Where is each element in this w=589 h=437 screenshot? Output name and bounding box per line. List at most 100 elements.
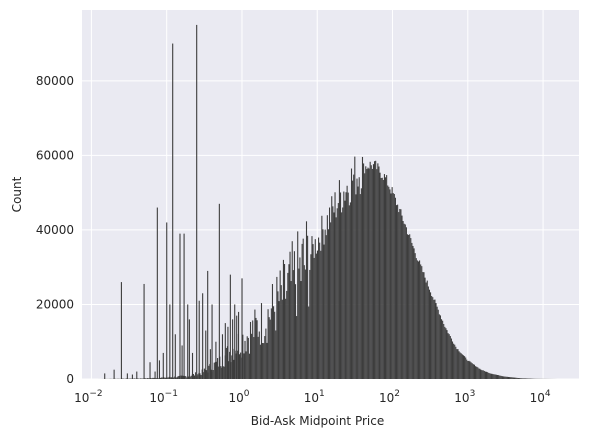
histogram-bar xyxy=(503,376,505,379)
histogram-bar xyxy=(388,186,390,379)
histogram-bar xyxy=(432,297,434,379)
x-tick-label: 10−2 xyxy=(74,389,103,405)
histogram-bar xyxy=(251,333,253,379)
histogram-bar xyxy=(144,378,146,379)
histogram-bar xyxy=(157,378,159,379)
histogram-bar xyxy=(353,174,355,379)
histogram-bar xyxy=(330,222,332,379)
histogram-bar xyxy=(411,242,413,379)
histogram-bar xyxy=(376,169,378,379)
histogram-bar xyxy=(458,351,460,379)
histogram-bar xyxy=(381,177,383,379)
histogram-bar xyxy=(457,349,459,379)
x-tick-exponent: 2 xyxy=(394,389,400,399)
histogram-bar xyxy=(190,375,192,379)
histogram-bar xyxy=(450,338,452,379)
histogram-bar xyxy=(366,169,368,379)
histogram-bar xyxy=(397,204,399,379)
histogram-bar xyxy=(332,206,334,379)
histogram-bar xyxy=(307,235,309,379)
histogram-bar xyxy=(415,258,417,379)
histogram-bar xyxy=(455,346,457,379)
histogram-bar xyxy=(252,320,254,379)
histogram-bar xyxy=(335,217,337,379)
histogram-bar xyxy=(426,280,428,379)
histogram-spike xyxy=(205,330,207,379)
histogram-bar xyxy=(326,215,328,379)
y-axis-label: Count xyxy=(10,176,24,212)
histogram-bar xyxy=(470,362,472,379)
histogram-bar xyxy=(505,376,507,379)
histogram-bar xyxy=(478,368,480,379)
histogram-bar xyxy=(518,378,521,379)
histogram-bar xyxy=(258,331,260,379)
histogram-bar xyxy=(302,238,304,379)
histogram-bar xyxy=(368,168,370,379)
histogram-spike xyxy=(149,362,151,379)
histogram-bar xyxy=(208,365,210,379)
histogram-bar xyxy=(147,378,149,379)
histogram-spike xyxy=(209,349,211,379)
histogram-bar xyxy=(356,178,358,379)
histogram-bar xyxy=(298,268,300,379)
histogram-bar xyxy=(473,364,476,379)
histogram-bar xyxy=(315,253,317,379)
histogram-bar xyxy=(222,366,224,379)
histogram-bar xyxy=(279,270,281,379)
histogram-bar xyxy=(283,264,286,379)
histogram-bar xyxy=(359,194,361,379)
histogram-bar xyxy=(186,377,188,379)
histogram-bar xyxy=(482,370,484,379)
histogram-bar xyxy=(438,314,440,379)
histogram-bar xyxy=(177,376,179,379)
histogram-bar xyxy=(363,163,365,379)
histogram-bar xyxy=(495,374,497,379)
histogram-spike xyxy=(191,352,194,379)
histogram-bar xyxy=(316,250,319,379)
histogram-spike xyxy=(202,293,204,379)
histogram-spike xyxy=(136,371,138,379)
histogram-bar xyxy=(448,334,450,379)
histogram-bar xyxy=(430,292,432,379)
histogram-bar xyxy=(318,237,320,379)
histogram-bar xyxy=(288,264,290,379)
histogram-bar xyxy=(325,235,327,379)
histogram-bar xyxy=(213,362,215,379)
histogram-bar xyxy=(387,185,389,379)
histogram-bar xyxy=(282,259,284,379)
x-tick-exponent: 4 xyxy=(545,389,551,399)
histogram-bar xyxy=(420,264,422,379)
x-tick-label: 103 xyxy=(454,389,475,405)
histogram-bar xyxy=(428,289,431,379)
histogram-bar xyxy=(377,163,379,379)
histogram-bar xyxy=(394,197,396,379)
histogram-spike xyxy=(188,319,190,379)
y-tick-label: 60000 xyxy=(36,148,74,162)
histogram-bar xyxy=(240,352,242,379)
x-tick-label: 102 xyxy=(379,389,400,405)
histogram-bar xyxy=(483,370,485,379)
x-tick-exponent: 1 xyxy=(319,389,325,399)
histogram-bar xyxy=(290,281,292,379)
histogram-spike xyxy=(215,341,217,379)
histogram-bar xyxy=(406,234,409,379)
histogram-bar xyxy=(338,180,340,379)
histogram-bar xyxy=(336,208,338,379)
histogram-bar xyxy=(341,212,343,379)
x-tick-base: 10 xyxy=(304,391,319,405)
histogram-bar xyxy=(292,270,294,379)
histogram-bar xyxy=(202,372,204,379)
histogram-bar xyxy=(308,306,310,379)
histogram-bar xyxy=(243,353,245,379)
histogram-bar xyxy=(254,309,256,379)
histogram-bar xyxy=(355,194,357,379)
histogram-spike xyxy=(156,207,158,379)
histogram-bar xyxy=(178,375,180,379)
histogram-bar xyxy=(459,352,461,379)
histogram-bar xyxy=(253,337,255,379)
histogram-bar xyxy=(424,277,426,379)
histogram-bar xyxy=(453,343,455,379)
histogram-bar xyxy=(358,177,360,379)
histogram-bar xyxy=(357,186,359,379)
histogram-bar xyxy=(245,351,247,379)
